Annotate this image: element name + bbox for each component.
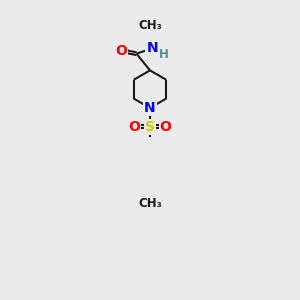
Text: N: N [146, 41, 158, 56]
Text: H: H [159, 48, 169, 61]
Text: S: S [145, 120, 155, 134]
Text: O: O [160, 120, 172, 134]
Text: O: O [115, 44, 127, 58]
Text: O: O [128, 120, 140, 134]
Text: CH₃: CH₃ [138, 19, 162, 32]
Text: CH₃: CH₃ [138, 196, 162, 210]
Text: N: N [144, 101, 156, 115]
